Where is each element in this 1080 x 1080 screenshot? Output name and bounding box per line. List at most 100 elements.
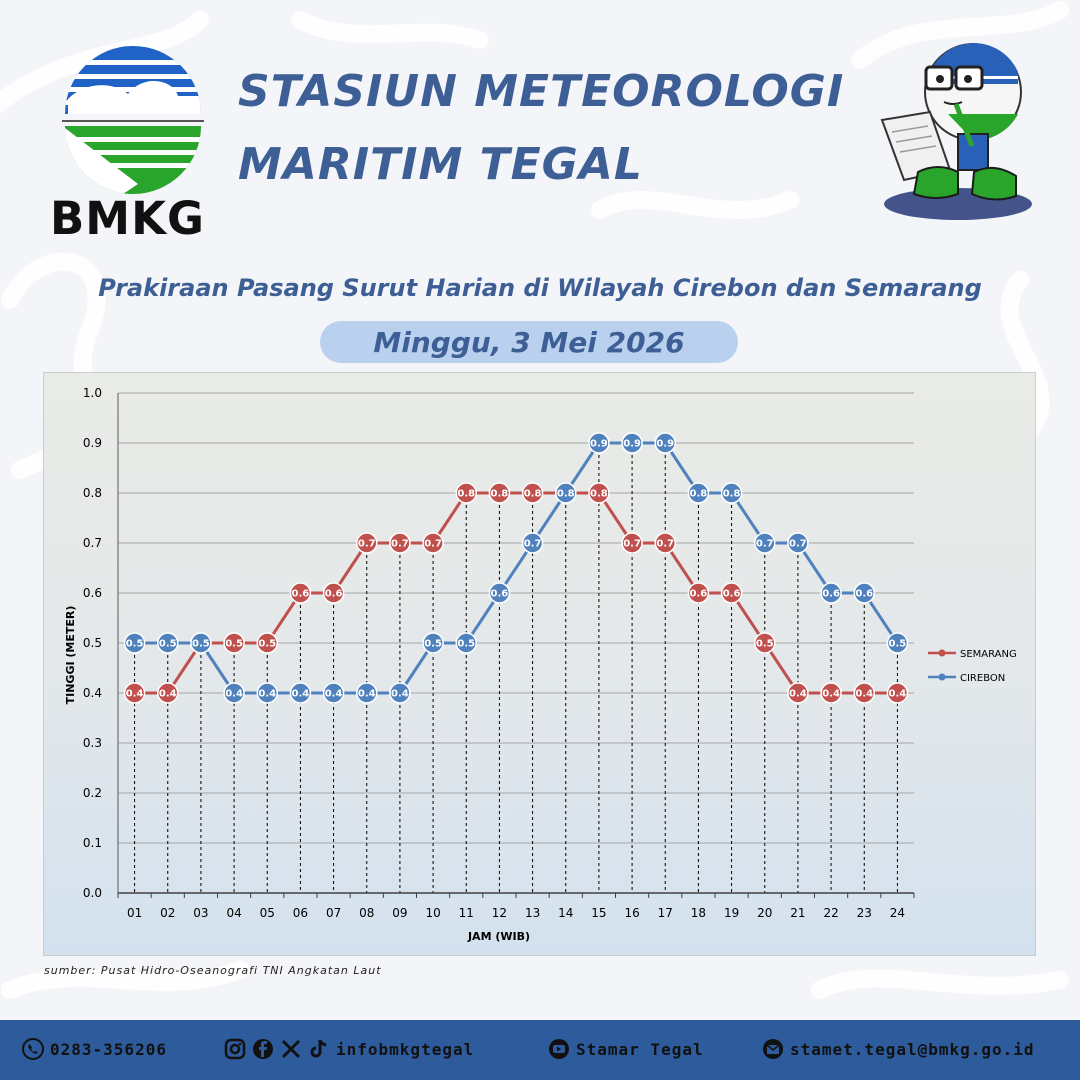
y-tick-label: 0.5 — [83, 636, 102, 650]
data-label: 0.5 — [457, 639, 475, 650]
y-tick-label: 0.1 — [83, 836, 102, 850]
youtube-channel: Stamar Tegal — [576, 1039, 704, 1059]
x-tick-label: 22 — [823, 906, 838, 920]
data-point — [787, 682, 809, 704]
data-label: 0.8 — [457, 489, 475, 500]
data-point — [123, 682, 146, 704]
data-point — [157, 632, 179, 654]
data-point — [422, 532, 444, 554]
y-tick-label: 0.2 — [83, 786, 102, 800]
x-tick-label: 13 — [525, 906, 540, 920]
legend-marker — [938, 649, 946, 657]
data-label: 0.7 — [756, 539, 774, 550]
x-tick-label: 11 — [459, 906, 474, 920]
y-tick-label: 0.0 — [83, 886, 102, 900]
data-label: 0.8 — [491, 489, 509, 500]
data-point — [588, 482, 610, 504]
x-tick-label: 08 — [359, 906, 374, 920]
x-tick-label: 16 — [624, 906, 639, 920]
data-label: 0.4 — [391, 689, 409, 700]
data-label: 0.6 — [723, 589, 741, 600]
footer-phone[interactable]: 0283-356206 — [22, 1038, 167, 1060]
data-point — [123, 632, 146, 654]
data-point — [223, 682, 245, 704]
legend-label: SEMARANG — [960, 649, 1017, 660]
data-label: 0.4 — [225, 689, 243, 700]
data-label: 0.5 — [192, 639, 210, 650]
data-point — [720, 482, 743, 504]
data-point — [886, 632, 909, 654]
facebook-icon — [253, 1039, 273, 1059]
data-label: 0.9 — [590, 439, 608, 450]
data-point — [389, 682, 411, 704]
data-label: 0.6 — [325, 589, 343, 600]
data-label: 0.6 — [855, 589, 873, 600]
data-label: 0.6 — [690, 589, 708, 600]
data-point — [654, 432, 676, 454]
x-tick-label: 04 — [226, 906, 241, 920]
phone-icon — [22, 1038, 44, 1060]
data-label: 0.4 — [126, 689, 144, 700]
x-tick-label: 17 — [658, 906, 673, 920]
footer-social[interactable]: infobmkgtegal — [224, 1038, 474, 1060]
x-axis-title: JAM (WIB) — [467, 930, 530, 943]
data-label: 0.4 — [889, 689, 907, 700]
data-point — [256, 682, 278, 704]
data-point — [422, 632, 444, 654]
x-tick-label: 15 — [591, 906, 606, 920]
x-tick-label: 20 — [757, 906, 772, 920]
x-tick-label: 10 — [425, 906, 440, 920]
data-point — [289, 682, 312, 704]
x-tick-label: 12 — [492, 906, 507, 920]
legend-label: CIREBON — [960, 673, 1005, 684]
x-tick-label: 18 — [691, 906, 706, 920]
data-label: 0.4 — [822, 689, 840, 700]
data-label: 0.6 — [822, 589, 840, 600]
data-point — [621, 432, 643, 454]
footer-youtube[interactable]: Stamar Tegal — [548, 1038, 704, 1060]
data-label: 0.4 — [159, 689, 177, 700]
data-label: 0.4 — [789, 689, 807, 700]
data-point — [322, 582, 345, 604]
email-address: stamet.tegal@bmkg.go.id — [790, 1039, 1035, 1059]
data-label: 0.7 — [789, 539, 807, 550]
series: 0.40.40.50.50.50.60.60.70.70.70.80.80.80… — [123, 432, 909, 704]
y-axis-title: TINGGI (METER) — [64, 606, 77, 705]
x-tick-label: 23 — [857, 906, 872, 920]
phone-number: 0283-356206 — [50, 1039, 167, 1059]
y-tick-label: 0.7 — [83, 536, 102, 550]
tiktok-icon — [310, 1039, 327, 1058]
data-label: 0.7 — [524, 539, 542, 550]
x-tick-label: 14 — [558, 906, 573, 920]
data-label: 0.8 — [723, 489, 741, 500]
date-badge: Minggu, 3 Mei 2026 — [320, 321, 738, 363]
data-label: 0.8 — [690, 489, 708, 500]
series-cirebon: 0.5 0.5 0.5 0.4 0.4 0.4 0.4 0.4 0.4 0.5 0.5 0.6 0.7 0… — [123, 432, 909, 704]
data-point — [356, 682, 378, 704]
x-tick-label: 24 — [890, 906, 905, 920]
data-label: 0.5 — [889, 639, 907, 650]
tide-chart: 0.0 0.1 0.2 0.3 0.4 0.5 0.6 0.7 0.8 0.9 1.0 01 02 03 0… — [43, 372, 1036, 956]
x-tick-label: 06 — [293, 906, 308, 920]
youtube-icon — [549, 1039, 569, 1059]
x-tick-label: 07 — [326, 906, 341, 920]
data-label: 0.7 — [424, 539, 442, 550]
data-label: 0.7 — [623, 539, 641, 550]
data-label: 0.8 — [557, 489, 575, 500]
instagram-icon — [224, 1038, 246, 1060]
drop-lines — [134, 443, 898, 893]
data-point — [555, 482, 577, 504]
y-tick-label: 1.0 — [83, 386, 102, 400]
y-tick-label: 0.9 — [83, 436, 102, 450]
date-text: Minggu, 3 Mei 2026 — [373, 325, 685, 359]
logo-text: BMKG — [50, 192, 205, 245]
x-tick-label: 03 — [193, 906, 208, 920]
axes: 0.0 0.1 0.2 0.3 0.4 0.5 0.6 0.7 0.8 0.9 1.0 01 02 03 0… — [83, 386, 915, 920]
x-tick-label: 01 — [127, 906, 142, 920]
data-point — [488, 482, 511, 504]
data-point — [787, 532, 809, 554]
data-label: 0.7 — [358, 539, 376, 550]
footer-email[interactable]: stamet.tegal@bmkg.go.id — [762, 1038, 1035, 1060]
data-point — [654, 532, 676, 554]
x-tick-label: 02 — [160, 906, 175, 920]
